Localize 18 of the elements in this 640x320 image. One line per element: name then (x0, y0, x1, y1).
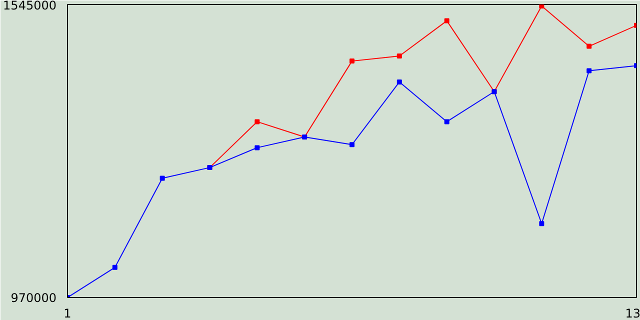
point (350, 58, 354, 64)
point (254, 119, 260, 124)
x-tick-label: 13 (625, 306, 640, 320)
point (254, 145, 260, 150)
point (539, 4, 544, 9)
y-tick-label: 1545000 (3, 0, 57, 12)
point (586, 68, 592, 74)
x-tick-label: 1 (64, 306, 72, 320)
point (160, 176, 165, 181)
point (444, 18, 450, 24)
point (539, 221, 544, 226)
point (112, 264, 118, 270)
point (396, 79, 402, 84)
y-tick-label: 970000 (10, 291, 57, 305)
point (444, 119, 450, 124)
point (350, 142, 354, 148)
point (396, 53, 402, 58)
point (586, 44, 592, 49)
